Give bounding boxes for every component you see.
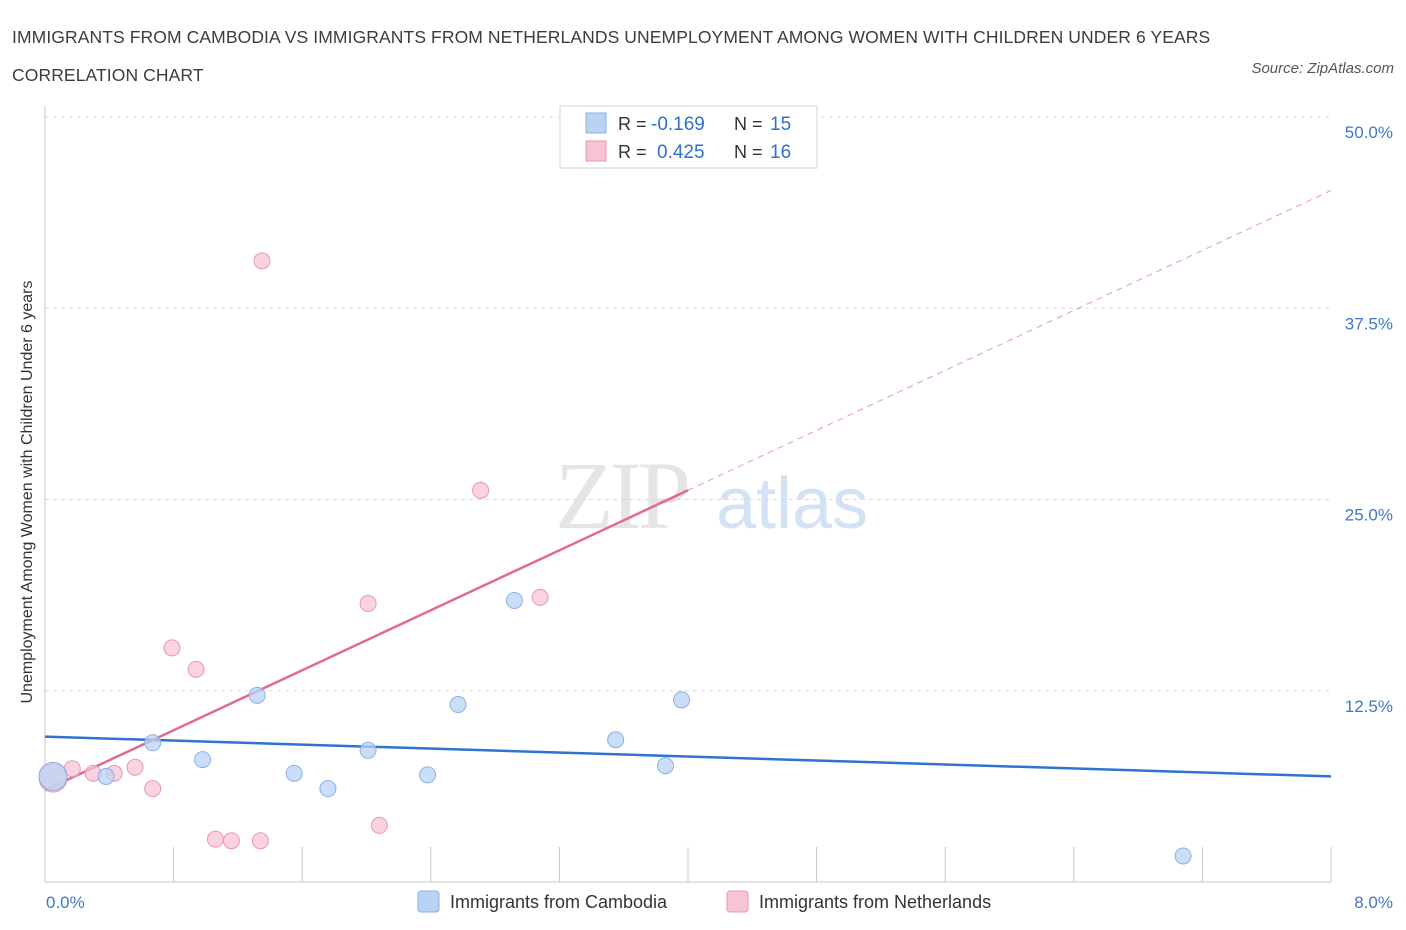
point-netherlands <box>359 595 377 613</box>
point-netherlands <box>531 588 549 606</box>
stats-n-label-cambodia: N = <box>734 114 763 134</box>
y-tick-label: 12.5% <box>1345 697 1393 716</box>
y-tick-label: 25.0% <box>1345 506 1393 525</box>
point-cambodia <box>144 734 162 752</box>
watermark-atlas: atlas <box>716 464 868 544</box>
stats-swatch-netherlands <box>585 140 607 162</box>
data-points <box>38 252 1192 865</box>
point-cambodia <box>673 691 691 709</box>
stats-n-value-netherlands: 16 <box>770 142 791 163</box>
point-cambodia <box>449 696 467 714</box>
point-netherlands <box>144 780 162 798</box>
y-tick-labels: 12.5% 25.0% 37.5% 50.0% <box>1345 123 1393 716</box>
point-netherlands <box>370 816 388 834</box>
legend-swatch-cambodia <box>417 890 440 913</box>
legend-label-netherlands: Immigrants from Netherlands <box>759 892 991 912</box>
stats-n-label-netherlands: N = <box>734 142 763 162</box>
point-netherlands <box>251 832 269 850</box>
series-legend: Immigrants from Cambodia Immigrants from… <box>417 890 991 913</box>
chart-title: IMMIGRANTS FROM CAMBODIA VS IMMIGRANTS F… <box>12 27 1211 85</box>
stats-swatch-cambodia <box>585 112 607 134</box>
stats-legend: R = -0.169 N = 15 R = 0.425 N = 16 <box>559 105 818 169</box>
legend-label-cambodia: Immigrants from Cambodia <box>450 892 668 912</box>
point-cambodia <box>359 741 377 759</box>
source-label: Source: ZipAtlas.com <box>1251 60 1394 77</box>
point-cambodia <box>319 780 337 798</box>
point-cambodia <box>248 686 266 704</box>
x-ticks <box>173 847 1332 882</box>
stats-r-label-cambodia: R = <box>618 114 647 134</box>
point-cambodia <box>194 751 212 769</box>
point-cambodia <box>285 764 303 782</box>
point-cambodia <box>38 761 68 791</box>
point-netherlands <box>163 639 181 657</box>
watermark-zip: ZIP <box>555 442 688 549</box>
point-netherlands <box>206 830 224 848</box>
point-cambodia <box>419 766 437 784</box>
point-cambodia <box>656 757 674 775</box>
stats-r-label-netherlands: R = <box>618 142 647 162</box>
x-tick-label-min: 0.0% <box>46 893 85 912</box>
y-tick-label: 50.0% <box>1345 123 1393 142</box>
stats-r-value-cambodia: -0.169 <box>651 114 705 135</box>
stats-n-value-cambodia: 15 <box>770 114 791 135</box>
axes <box>44 106 1331 883</box>
y-tick-label: 37.5% <box>1345 314 1393 333</box>
stats-r-value-netherlands: 0.425 <box>657 142 705 163</box>
point-netherlands <box>222 832 240 850</box>
point-cambodia <box>505 591 523 609</box>
point-netherlands <box>472 481 490 499</box>
legend-swatch-netherlands <box>726 890 749 913</box>
trend-line-cambodia <box>44 735 1332 778</box>
x-tick-label-max: 8.0% <box>1354 893 1393 912</box>
point-cambodia <box>1174 847 1192 865</box>
grid <box>45 116 1331 692</box>
point-netherlands <box>126 758 144 776</box>
point-netherlands <box>187 660 205 678</box>
trend-line-netherlands-extended <box>687 189 1332 491</box>
point-cambodia <box>607 731 625 749</box>
point-cambodia <box>97 767 115 785</box>
point-netherlands <box>253 252 271 270</box>
